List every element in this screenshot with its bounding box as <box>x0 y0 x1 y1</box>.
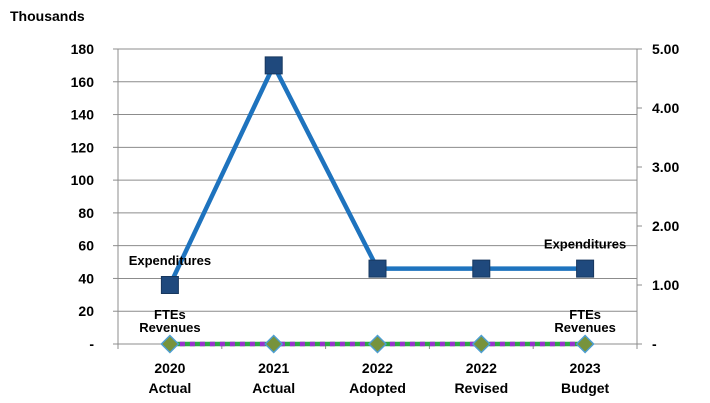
left-tick-label: 100 <box>71 172 95 188</box>
axes <box>117 49 638 345</box>
data-label-revenues: Revenues <box>139 320 200 335</box>
right-tick-label: - <box>652 336 657 352</box>
data-label-ftes: FTEs <box>154 307 186 322</box>
right-axis-ticks: - 1.00 2.00 3.00 4.00 5.00 <box>637 41 679 352</box>
marker-expenditures <box>472 259 491 278</box>
marker-revenues <box>264 334 284 354</box>
marker-expenditures <box>264 56 283 75</box>
left-tick-label: - <box>89 336 94 352</box>
series-markers <box>160 56 595 354</box>
left-axis-unit-label: Thousands <box>10 8 85 24</box>
marker-revenues <box>575 334 595 354</box>
right-tick-label: 5.00 <box>652 41 679 57</box>
data-label-expenditures: Expenditures <box>544 237 626 252</box>
x-tick-label: 2022 Revised <box>454 360 508 396</box>
data-label-expenditures: Expenditures <box>129 253 211 268</box>
marker-expenditures <box>160 276 179 294</box>
marker-expenditures <box>368 259 387 278</box>
right-tick-label: 3.00 <box>652 159 679 175</box>
series-line-expenditures <box>167 63 586 286</box>
x-tick-label: 2020 Actual <box>149 360 192 396</box>
right-tick-label: 1.00 <box>652 277 679 293</box>
x-tick-label: 2022 Adopted <box>349 360 406 396</box>
left-tick-label: 180 <box>71 41 95 57</box>
left-axis-ticks: - 20 40 60 80 100 120 140 160 180 <box>71 41 118 352</box>
left-tick-label: 60 <box>78 238 94 254</box>
series-lines <box>167 63 586 347</box>
x-axis-ticks: 2020 Actual 2021 Actual 2022 Adopted 2022 Revis… <box>117 344 638 396</box>
x-tick-label: 2021 Actual <box>252 360 295 396</box>
marker-revenues <box>471 334 491 354</box>
left-tick-label: 140 <box>71 107 95 123</box>
marker-revenues <box>367 334 388 354</box>
left-tick-label: 120 <box>71 139 95 155</box>
marker-revenues <box>160 334 180 354</box>
data-label-revenues: Revenues <box>554 320 615 335</box>
marker-expenditures <box>576 259 595 278</box>
data-label-ftes: FTEs <box>569 307 601 322</box>
left-tick-label: 40 <box>78 270 94 286</box>
right-tick-label: 4.00 <box>652 100 679 116</box>
left-tick-label: 80 <box>78 205 94 221</box>
x-tick-label: 2023 Budget <box>561 360 610 396</box>
right-tick-label: 2.00 <box>652 218 679 234</box>
left-tick-label: 160 <box>71 74 95 90</box>
left-tick-label: 20 <box>78 303 94 319</box>
